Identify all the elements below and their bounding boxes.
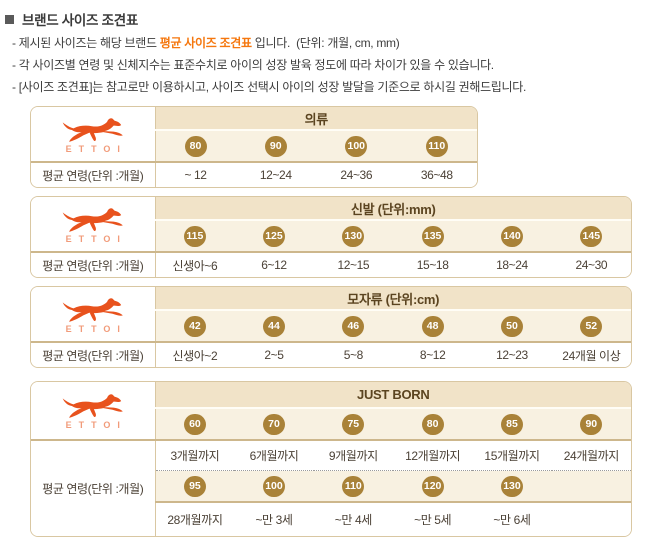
- size-badge: 100: [345, 135, 368, 157]
- brand-name: ETTOI: [65, 233, 127, 244]
- brand-logo-cell: ETTOI: [31, 287, 156, 343]
- age-row: 평균 연령(단위 :개월) 3개월까지 6개월까지 9개월까지 12개월까지 1…: [31, 440, 631, 536]
- size-badge: 80: [421, 413, 444, 435]
- age-cell: 6개월까지: [234, 440, 314, 471]
- size-table-shoes: ETTOI 신발 (단위:mm) 115 125 130 135 140 145…: [30, 196, 632, 278]
- size-badge: 90: [580, 413, 603, 435]
- size-row: 60 70 75 80 85 90: [31, 408, 631, 441]
- page-header: 브랜드 사이즈 조견표 - 제시된 사이즈는 해당 브랜드 평균 사이즈 조견표…: [0, 0, 670, 95]
- age-cell: ~ 12: [155, 162, 236, 187]
- age-cell: 24개월까지: [551, 440, 631, 471]
- note-line-3: - [사이즈 조견표]는 참고로만 이용하시고, 사이즈 선택시 아이의 성장 …: [12, 80, 527, 94]
- age-row: 평균 연령(단위 :개월) 신생아~6 6~12 12~15 15~18 18~…: [31, 252, 631, 277]
- size-row: 115 125 130 135 140 145: [31, 220, 631, 253]
- age-row: 평균 연령(단위 :개월) ~ 12 12~24 24~36 36~48: [31, 162, 477, 187]
- size-badge: 135: [421, 225, 444, 247]
- size-badge: 75: [342, 413, 365, 435]
- size-badge: 130: [342, 225, 365, 247]
- horse-icon: [62, 394, 123, 418]
- age-cell: 18~24: [472, 252, 552, 277]
- size-badge: 60: [183, 413, 206, 435]
- size-badge: 90: [264, 135, 287, 157]
- empty-cell: [551, 470, 631, 503]
- size-badge: 110: [342, 475, 365, 497]
- size-badge: 42: [183, 315, 206, 337]
- note-1-post: 입니다. (단위: 개월, cm, mm): [251, 36, 400, 50]
- size-table-hats: ETTOI 모자류 (단위:cm) 42 44 46 48 50 52 평균 연…: [30, 286, 632, 368]
- size-table-just-born: ETTOI JUST BORN 60 70 75 80 85 90 평균 연령(…: [30, 381, 632, 537]
- age-row: 평균 연령(단위 :개월) 신생아~2 2~5 5~8 8~12 12~23 2…: [31, 342, 631, 367]
- horse-icon: [62, 117, 123, 142]
- brand-logo-cell: ETTOI: [31, 107, 156, 163]
- age-cell: 8~12: [392, 342, 473, 367]
- age-cell: 9개월까지: [313, 440, 393, 471]
- page-title-row: 브랜드 사이즈 조견표: [5, 9, 670, 29]
- table-title-clothing: 의류: [155, 107, 477, 131]
- brand-name: ETTOI: [65, 143, 127, 154]
- age-cell: 신생아~6: [155, 252, 235, 277]
- age-cell: ~만 4세: [313, 502, 393, 536]
- size-badge: 110: [425, 135, 448, 157]
- size-badge: 145: [580, 225, 603, 247]
- size-badge: 120: [421, 475, 444, 497]
- size-badge: 140: [500, 225, 523, 247]
- table-title-shoes: 신발 (단위:mm): [155, 197, 631, 221]
- note-line-1: - 제시된 사이즈는 해당 브랜드 평균 사이즈 조견표 입니다. (단위: 개…: [5, 34, 670, 51]
- note-line-2: - 각 사이즈별 연령 및 신체지수는 표준수치로 아이의 성장 발육 정도에 …: [12, 58, 494, 72]
- size-badge: 130: [500, 475, 523, 497]
- size-badge: 100: [262, 475, 285, 497]
- size-badge: 125: [262, 225, 285, 247]
- size-badge: 95: [183, 475, 206, 497]
- size-badge: 48: [421, 315, 444, 337]
- note-1-highlight: 평균 사이즈 조견표: [159, 36, 252, 50]
- table-title-just-born: JUST BORN: [155, 382, 631, 409]
- age-cell: 12~23: [472, 342, 552, 367]
- age-cell: 24개월 이상: [551, 342, 631, 367]
- size-row: 80 90 100 110: [31, 130, 477, 163]
- age-cell: 12개월까지: [392, 440, 473, 471]
- age-cell: ~만 5세: [392, 502, 473, 536]
- empty-cell: [551, 502, 631, 536]
- size-badge: 44: [262, 315, 285, 337]
- age-cell: 6~12: [234, 252, 314, 277]
- age-cell: 12~24: [235, 162, 316, 187]
- age-cell: ~만 6세: [472, 502, 552, 536]
- brand-logo-cell: ETTOI: [31, 197, 156, 253]
- age-cell: 2~5: [234, 342, 314, 367]
- note-1-pre: - 제시된 사이즈는 해당 브랜드: [12, 36, 160, 50]
- size-badge: 50: [500, 315, 523, 337]
- age-cell: 5~8: [313, 342, 393, 367]
- size-badge: 70: [262, 413, 285, 435]
- square-bullet-icon: [5, 14, 14, 24]
- size-badge: 46: [342, 315, 365, 337]
- horse-icon: [62, 207, 123, 232]
- size-badge: 85: [500, 413, 523, 435]
- age-cell: 12~15: [313, 252, 393, 277]
- page-title: 브랜드 사이즈 조견표: [22, 13, 138, 28]
- age-cell: 28개월까지: [155, 502, 235, 536]
- size-badge: 52: [580, 315, 603, 337]
- brand-name: ETTOI: [65, 420, 127, 430]
- size-row: 42 44 46 48 50 52: [31, 310, 631, 343]
- table-title-hats: 모자류 (단위:cm): [155, 287, 631, 311]
- size-table-clothing: ETTOI 의류 80 90 100 110 평균 연령(단위 :개월) ~ 1…: [30, 106, 478, 188]
- age-cell: 24~30: [551, 252, 631, 277]
- horse-icon: [62, 297, 123, 322]
- row-label: 평균 연령(단위 :개월): [31, 440, 156, 536]
- row-label: 평균 연령(단위 :개월): [31, 252, 156, 277]
- age-cell: 24~36: [316, 162, 397, 187]
- row-label: 평균 연령(단위 :개월): [31, 162, 156, 187]
- age-cell: 15개월까지: [472, 440, 552, 471]
- row-label: 평균 연령(단위 :개월): [31, 342, 156, 367]
- age-cell: 36~48: [396, 162, 477, 187]
- brand-name: ETTOI: [65, 323, 127, 334]
- size-badge: 115: [183, 225, 206, 247]
- age-cell: 3개월까지: [155, 440, 235, 471]
- age-cell: ~만 3세: [234, 502, 314, 536]
- age-cell: 15~18: [392, 252, 473, 277]
- age-cell: 신생아~2: [155, 342, 235, 367]
- brand-logo-cell: ETTOI: [31, 382, 156, 441]
- size-badge: 80: [184, 135, 207, 157]
